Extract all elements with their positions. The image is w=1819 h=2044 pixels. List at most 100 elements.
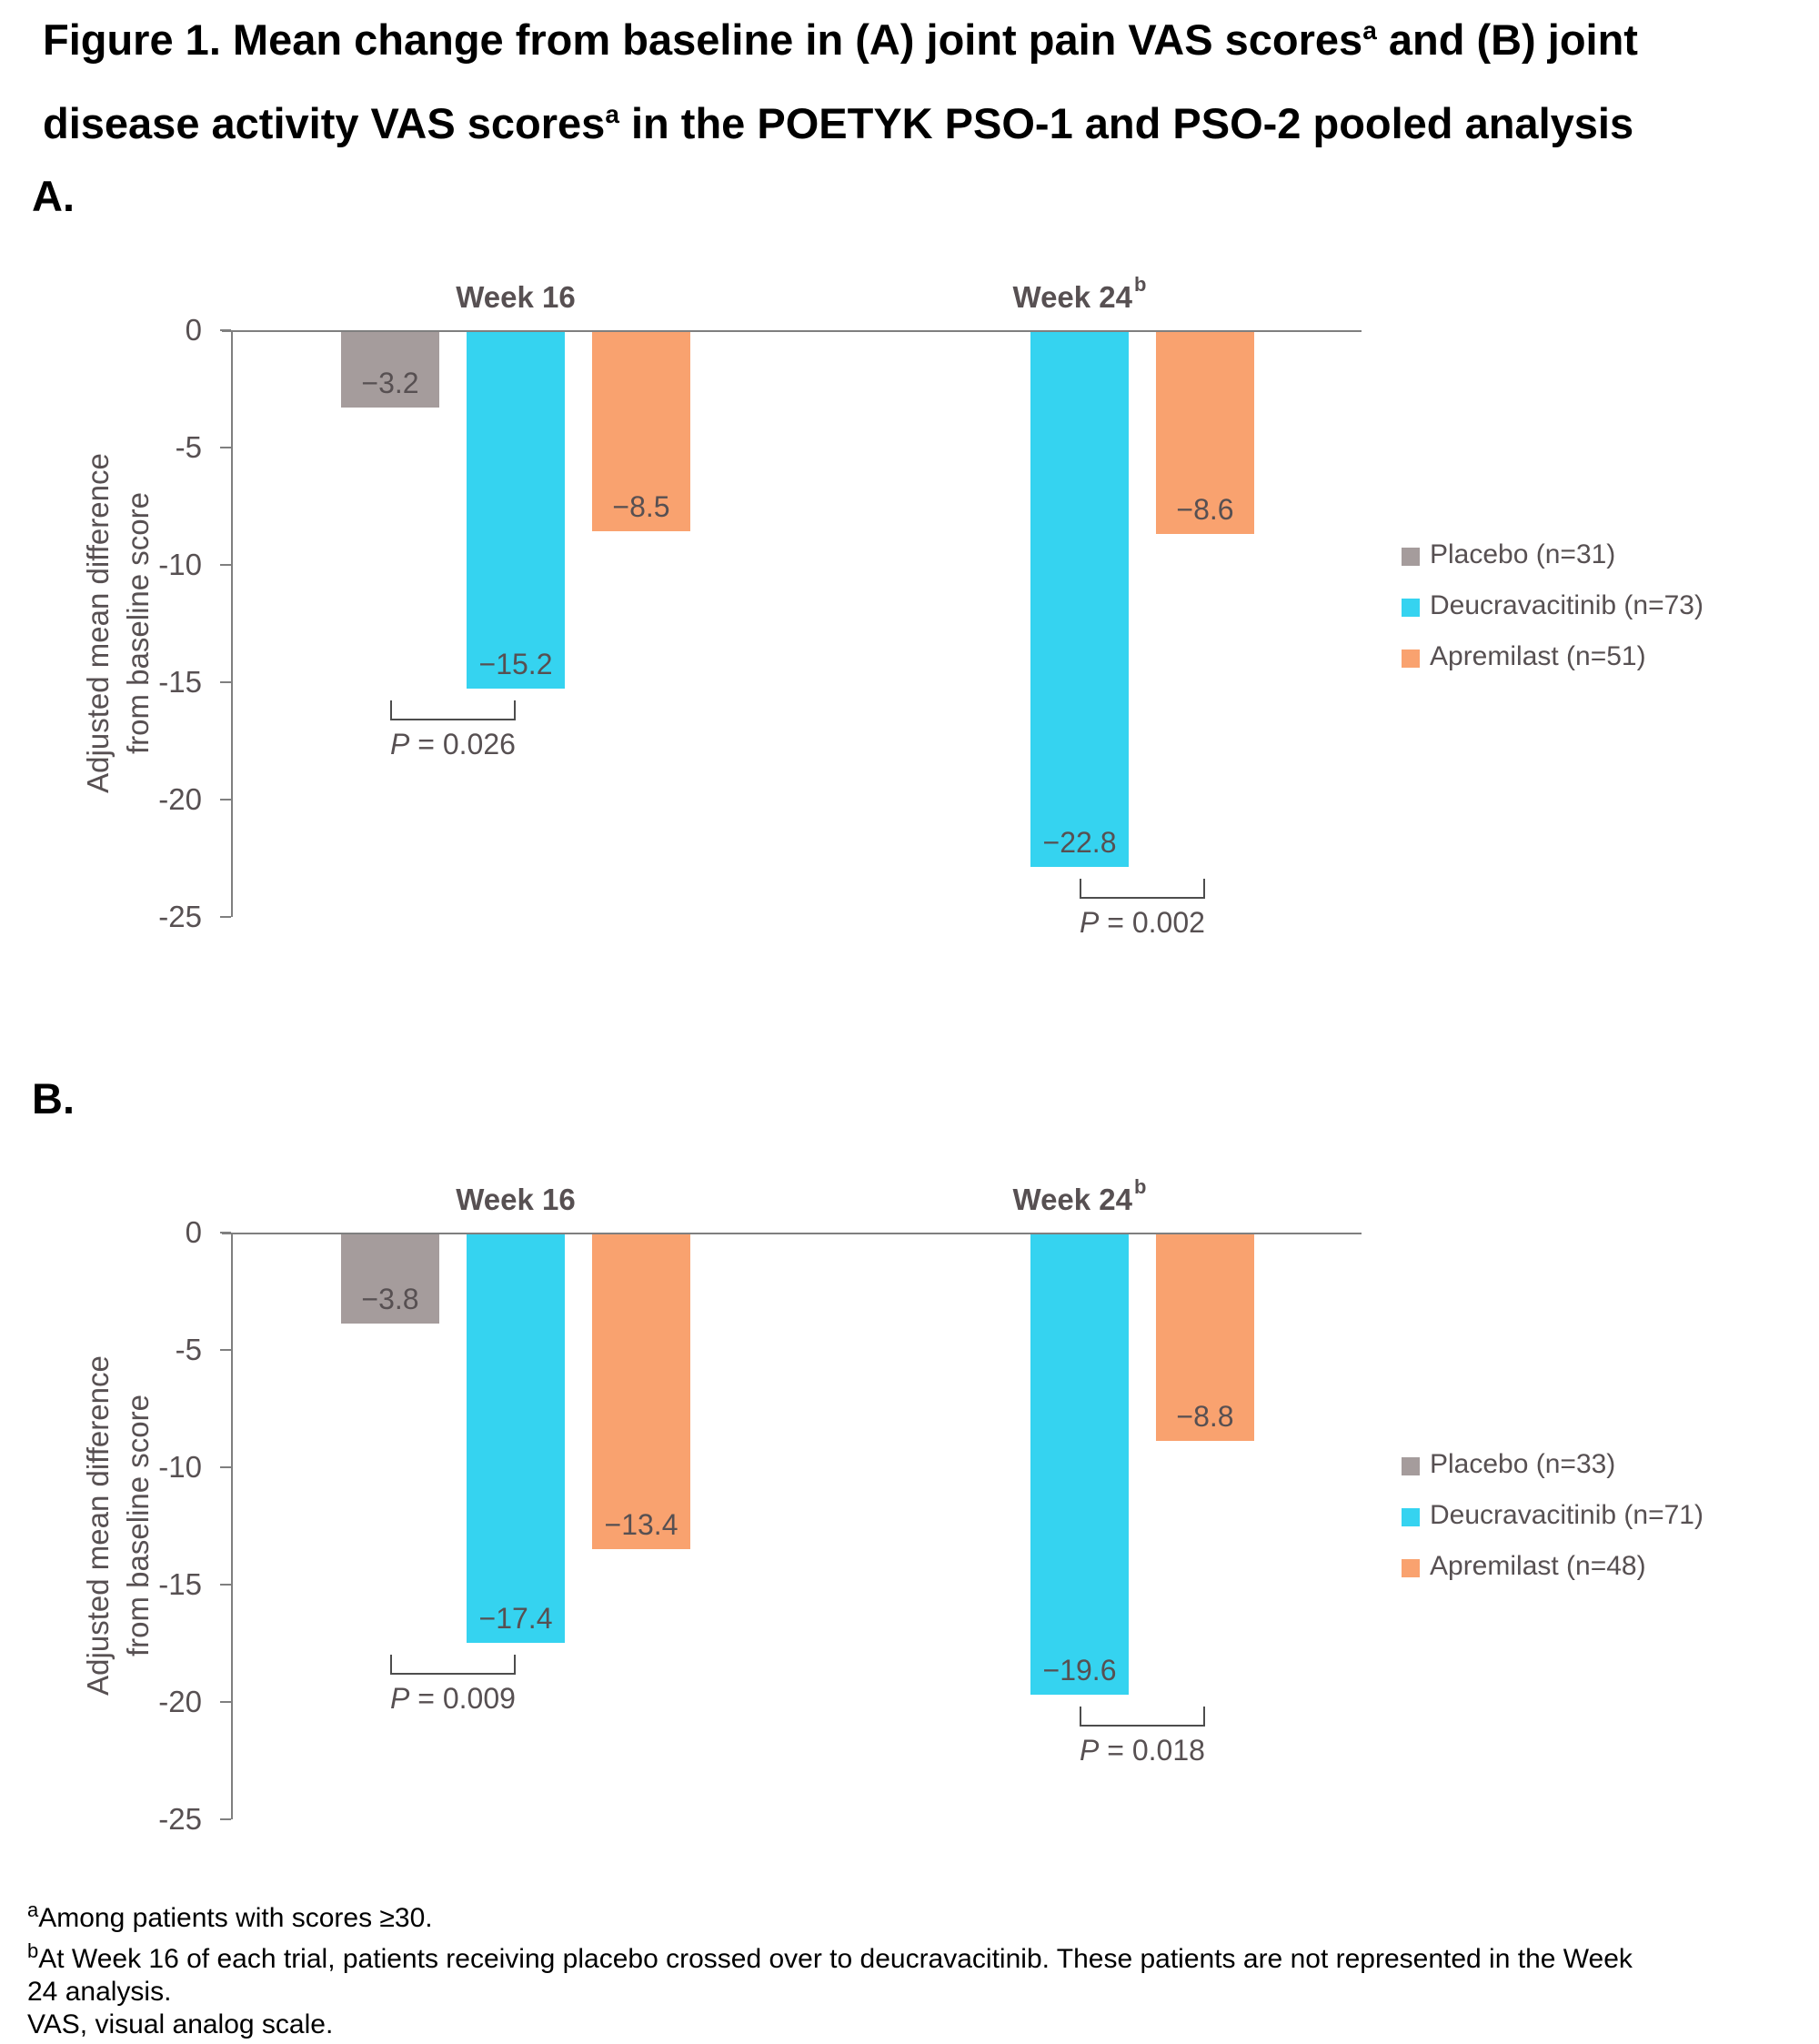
footnotes: aAmong patients with scores ≥30. bAt Wee… — [27, 1894, 1646, 2041]
legend-swatch-placebo — [1402, 548, 1420, 566]
pvalue-bracket — [1080, 879, 1205, 899]
y-axis-tick-label: -5 — [175, 430, 202, 464]
pvalue-symbol: P — [390, 728, 410, 760]
y-axis-tick-label: -20 — [158, 782, 202, 816]
group-label-week-24: Week 24b — [1012, 1175, 1147, 1216]
y-axis-tick-mark — [220, 329, 231, 331]
y-axis-tick-mark — [220, 916, 231, 918]
y-axis-tick-label: 0 — [185, 313, 202, 347]
y-axis-tick-label: -15 — [158, 1567, 202, 1601]
y-axis-title-line2: from baseline score — [121, 492, 155, 754]
bar-deucravacitinib-week-16: −15.2 — [467, 332, 565, 689]
x-axis-zero-line — [222, 330, 1362, 332]
y-axis-title-line1: Adjusted mean difference — [81, 453, 115, 793]
legend-swatch-apremilast — [1402, 1559, 1420, 1577]
y-axis-line — [231, 1233, 233, 1819]
footnote-superscript: b — [27, 1939, 39, 1962]
pvalue-symbol: P — [1080, 906, 1100, 939]
pvalue-label: P = 0.009 — [390, 1682, 516, 1715]
bar-value-label: −15.2 — [478, 648, 553, 680]
group-label-week-24: Week 24b — [1012, 273, 1147, 314]
bar-value-label: −13.4 — [604, 1508, 678, 1541]
title-text: Figure 1. Mean change from baseline in (… — [43, 15, 1363, 64]
y-axis-tick-mark — [220, 1466, 231, 1468]
pvalue-bracket — [390, 700, 516, 720]
title-superscript: a — [1362, 16, 1377, 45]
bar-placebo-week-16: −3.2 — [341, 332, 439, 408]
bar-value-label: −8.5 — [612, 490, 670, 523]
pvalue-bracket — [1080, 1707, 1205, 1727]
bar-apremilast-week-24: −8.6 — [1156, 332, 1254, 534]
y-axis-tick-label: -25 — [158, 900, 202, 933]
legend-label-placebo: Placebo (n=31) — [1430, 539, 1616, 569]
bar-value-label: −19.6 — [1042, 1654, 1117, 1687]
footnote-text: Among patients with scores ≥30. — [38, 1903, 433, 1933]
bar-apremilast-week-16: −13.4 — [592, 1234, 690, 1549]
panel-a: A. Adjusted mean difference from baselin… — [0, 164, 1819, 1073]
group-label-week-16: Week 16 — [456, 1183, 576, 1216]
y-axis-line — [231, 330, 233, 917]
group-label-week-16: Week 16 — [456, 280, 576, 314]
legend-label-apremilast: Apremilast (n=51) — [1430, 641, 1646, 671]
bar-deucravacitinib-week-24: −22.8 — [1030, 332, 1129, 867]
footnote-a: aAmong patients with scores ≥30. — [27, 1894, 1646, 1935]
y-axis-tick-label: -10 — [158, 1450, 202, 1484]
y-axis-tick-mark — [220, 681, 231, 683]
group-label-superscript: b — [1134, 273, 1147, 296]
bar-value-label: −22.8 — [1042, 826, 1117, 859]
bar-placebo-week-16: −3.8 — [341, 1234, 439, 1324]
figure-title-line2: disease activity VAS scoresa in the POET… — [43, 99, 1638, 151]
y-axis-tick-mark — [220, 1232, 231, 1233]
y-axis-tick-mark — [220, 447, 231, 448]
title-superscript: a — [605, 100, 619, 128]
title-text: disease activity VAS scores — [43, 99, 606, 147]
x-axis-zero-line — [222, 1233, 1362, 1234]
legend-label-deucravacitinib: Deucravacitinib (n=73) — [1430, 590, 1703, 620]
bar-value-label: −3.2 — [361, 367, 419, 399]
y-axis-tick-label: -25 — [158, 1802, 202, 1836]
y-axis-title-line1: Adjusted mean difference — [81, 1355, 115, 1696]
y-axis-tick-label: -15 — [158, 665, 202, 699]
bar-apremilast-week-16: −8.5 — [592, 332, 690, 531]
pvalue-label: P = 0.018 — [1080, 1734, 1205, 1767]
pvalue-symbol: P — [390, 1682, 410, 1715]
pvalue-bracket — [390, 1655, 516, 1675]
panel-a-label: A. — [32, 172, 75, 220]
bar-value-label: −8.6 — [1176, 493, 1234, 526]
bar-apremilast-week-24: −8.8 — [1156, 1234, 1254, 1441]
panel-b: B. Adjusted mean difference from baselin… — [0, 1066, 1819, 1976]
legend-swatch-deucravacitinib — [1402, 599, 1420, 617]
y-axis-title-line2: from baseline score — [121, 1395, 155, 1656]
bar-value-label: −17.4 — [478, 1602, 553, 1635]
figure-title: Figure 1. Mean change from baseline in (… — [43, 15, 1638, 151]
y-axis-tick-mark — [220, 564, 231, 566]
footnote-text: VAS, visual analog scale. — [27, 2009, 334, 2039]
figure-title-line1: Figure 1. Mean change from baseline in (… — [43, 15, 1638, 67]
pvalue-symbol: P — [1080, 1734, 1100, 1767]
y-axis-tick-label: -5 — [175, 1333, 202, 1366]
bar-value-label: −3.8 — [361, 1283, 419, 1315]
y-axis-tick-label: -10 — [158, 548, 202, 581]
y-axis-tick-label: 0 — [185, 1215, 202, 1249]
legend-swatch-apremilast — [1402, 649, 1420, 668]
y-axis-tick-mark — [220, 1818, 231, 1820]
legend-swatch-placebo — [1402, 1457, 1420, 1475]
group-label-superscript: b — [1134, 1175, 1147, 1198]
panel-b-label: B. — [32, 1074, 75, 1123]
title-text: in the POETYK PSO-1 and PSO-2 pooled ana… — [618, 99, 1634, 147]
y-axis-tick-mark — [220, 1349, 231, 1351]
footnote-text: At Week 16 of each trial, patients recei… — [27, 1944, 1633, 2007]
title-text: and (B) joint — [1376, 15, 1638, 64]
bar-deucravacitinib-week-24: −19.6 — [1030, 1234, 1129, 1695]
legend-label-apremilast: Apremilast (n=48) — [1430, 1551, 1646, 1581]
bar-deucravacitinib-week-16: −17.4 — [467, 1234, 565, 1643]
pvalue-label: P = 0.026 — [390, 728, 516, 760]
footnote-vas: VAS, visual analog scale. — [27, 2009, 1646, 2041]
legend-swatch-deucravacitinib — [1402, 1508, 1420, 1526]
legend-label-deucravacitinib: Deucravacitinib (n=71) — [1430, 1500, 1703, 1530]
pvalue-label: P = 0.002 — [1080, 906, 1205, 939]
y-axis-tick-mark — [220, 1701, 231, 1703]
footnote-superscript: a — [27, 1898, 39, 1921]
bar-value-label: −8.8 — [1176, 1400, 1234, 1433]
